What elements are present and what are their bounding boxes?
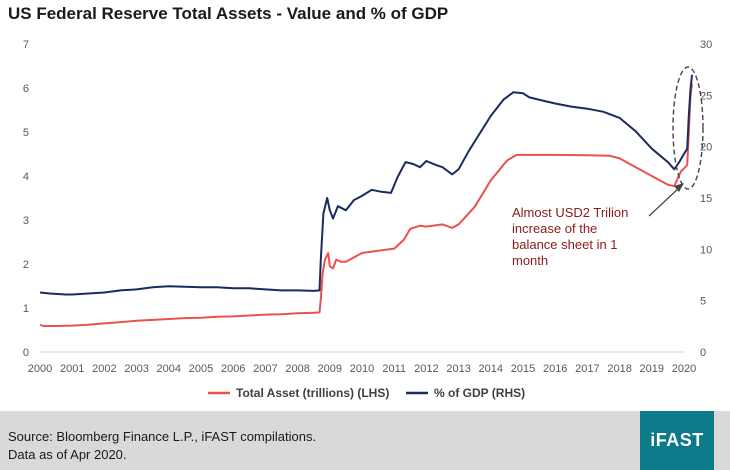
legend-label: % of GDP (RHS) [434, 386, 525, 400]
source-text: Source: Bloomberg Finance L.P., iFAST co… [8, 428, 316, 464]
right-tick-label: 15 [700, 193, 712, 205]
x-tick-label: 2010 [350, 363, 374, 375]
left-tick-label: 3 [23, 215, 29, 227]
x-tick-label: 2008 [285, 363, 309, 375]
left-tick-label: 1 [23, 303, 29, 315]
annotation-text-line: increase of the [512, 221, 597, 236]
right-tick-label: 5 [700, 296, 706, 308]
legend-label: Total Asset (trillions) (LHS) [236, 386, 389, 400]
footer-bar: Source: Bloomberg Finance L.P., iFAST co… [0, 411, 730, 470]
x-tick-label: 2018 [607, 363, 631, 375]
series-line-pct-gdp [39, 74, 693, 296]
annotation-text-line: Almost USD2 Trilion [512, 205, 628, 220]
right-tick-label: 10 [700, 244, 712, 256]
legend: Total Asset (trillions) (LHS) % of GDP (R… [208, 386, 525, 400]
x-tick-label: 2011 [382, 363, 406, 375]
x-tick-label: 2015 [511, 363, 535, 375]
series-line-total-asset [39, 83, 693, 327]
x-axis-ticks: 2000 2001 2002 2003 2004 2005 2006 2007 2008 2009… [28, 363, 696, 375]
x-tick-label: 2016 [543, 363, 567, 375]
x-tick-label: 2017 [575, 363, 599, 375]
chart-title: US Federal Reserve Total Assets - Value … [8, 4, 449, 23]
annotation-text-line: balance sheet in 1 [512, 237, 618, 252]
left-tick-label: 4 [23, 171, 29, 183]
left-tick-label: 6 [23, 83, 29, 95]
left-tick-label: 2 [23, 259, 29, 271]
ifast-logo: iFAST [640, 411, 714, 470]
x-tick-label: 2002 [92, 363, 116, 375]
x-tick-label: 2019 [640, 363, 664, 375]
series-lines [39, 74, 693, 327]
left-tick-label: 7 [23, 39, 29, 51]
annotation-arrow-line [648, 186, 681, 217]
x-tick-label: 2005 [189, 363, 213, 375]
x-tick-label: 2009 [318, 363, 342, 375]
source-line-1: Source: Bloomberg Finance L.P., iFAST co… [8, 429, 317, 444]
right-tick-label: 25 [700, 90, 712, 102]
source-line-2: Data as of Apr 2020. [8, 447, 127, 462]
annotation-text-line: month [512, 253, 548, 268]
annotation-arrowhead [674, 183, 684, 192]
x-tick-label: 2006 [221, 363, 245, 375]
x-tick-label: 2007 [253, 363, 277, 375]
right-tick-label: 30 [700, 39, 712, 51]
x-tick-label: 2020 [672, 363, 696, 375]
x-tick-label: 2003 [124, 363, 148, 375]
x-tick-label: 2014 [479, 363, 503, 375]
x-tick-label: 2004 [157, 363, 181, 375]
left-tick-label: 0 [23, 347, 29, 359]
right-tick-label: 0 [700, 347, 706, 359]
highlight-ellipse [672, 66, 704, 190]
x-tick-label: 2000 [28, 363, 52, 375]
left-tick-label: 5 [23, 127, 29, 139]
left-axis-ticks: 0 1 2 3 4 5 6 7 [23, 39, 29, 359]
x-tick-label: 2013 [446, 363, 470, 375]
x-tick-label: 2012 [414, 363, 438, 375]
x-tick-label: 2001 [60, 363, 84, 375]
